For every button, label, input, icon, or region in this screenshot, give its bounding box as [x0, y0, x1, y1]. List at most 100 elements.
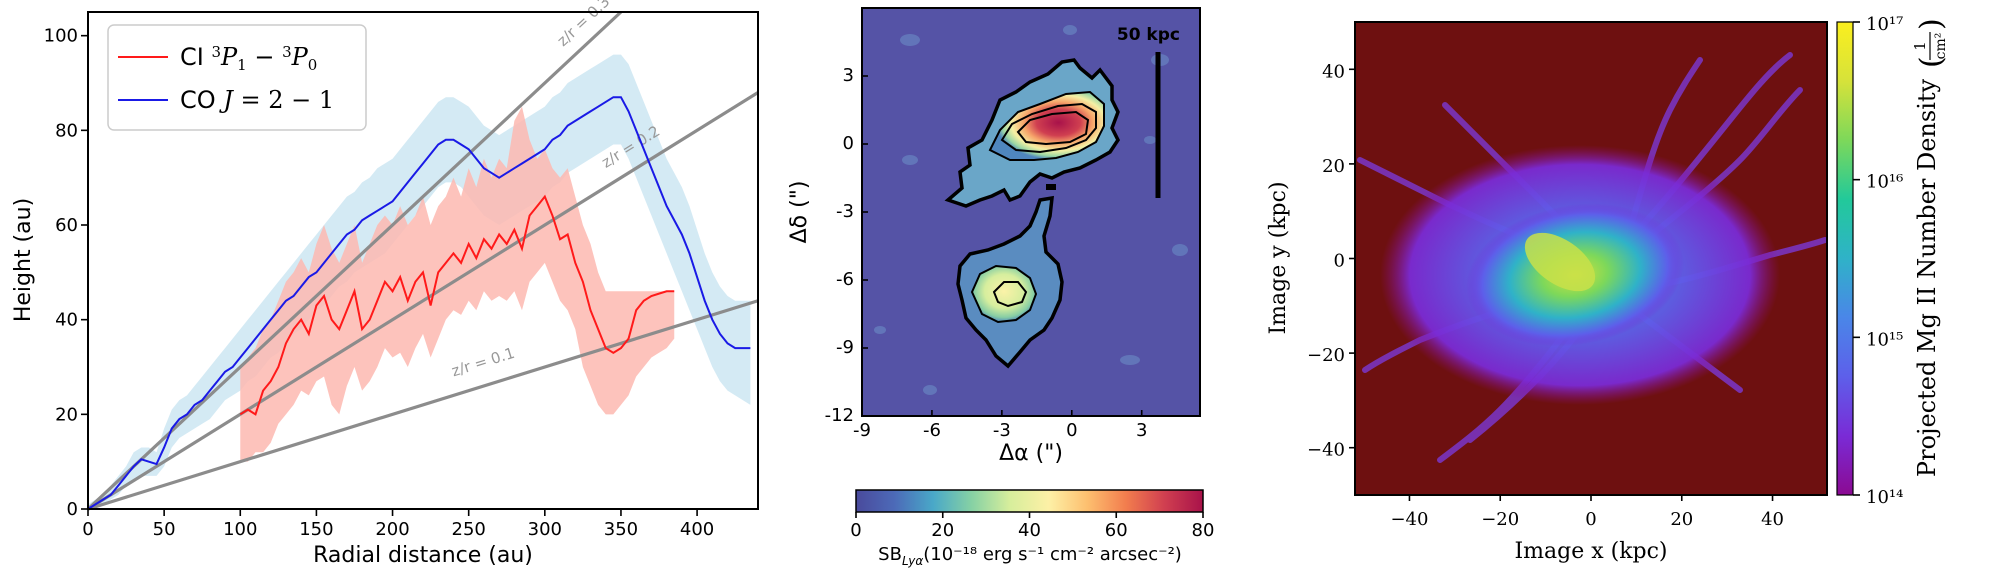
scale-bar-label: 50 kpc	[1117, 25, 1180, 45]
axis-ticks: -9 -6 -3 0 3-12-9-6-303	[825, 65, 1148, 441]
x-tick-label: −40	[1390, 509, 1428, 530]
panel-mgii-density: −40 −20 0 20 40 −40 −20 0 20 40 Image x (kpc) Ima…	[1266, 14, 1949, 564]
density-image	[1355, 22, 1827, 495]
x-tick-label: −20	[1481, 509, 1519, 530]
colorbar-label-units: (10⁻¹⁸ erg s⁻¹ cm⁻² arcsec⁻²)	[923, 544, 1182, 565]
y-tick-label: 20	[1322, 156, 1345, 177]
ref-line-2	[87, 91, 759, 511]
y-tick-label: −40	[1307, 440, 1345, 461]
colorbar-unit-numerator: 1	[1911, 41, 1929, 51]
colorbar-tick-label: 60	[1105, 520, 1128, 541]
ref-line-1	[86, 10, 623, 511]
x-axis-label: Δα (")	[999, 441, 1063, 466]
legend: CI 3P1 − 3P0 CO J = 2 − 1	[107, 24, 367, 131]
legend-label-co: CO J = 2 − 1	[180, 86, 334, 114]
small-contour	[1046, 184, 1056, 190]
x-tick-label: 20	[1670, 509, 1693, 530]
y-tick-label: 80	[55, 120, 78, 141]
map-background	[862, 8, 1200, 416]
noise-blob	[874, 326, 886, 334]
series-lines	[87, 96, 751, 510]
noise-blob	[900, 34, 920, 46]
y-tick-label: 100	[44, 26, 78, 47]
series-line-ci	[239, 194, 675, 416]
legend-frame	[107, 24, 367, 131]
x-tick-label: 300	[528, 519, 562, 540]
noise-blob	[1172, 244, 1188, 256]
x-tick-label: 350	[604, 519, 638, 540]
colorbar-unit-paren-right: )	[1914, 18, 1949, 30]
panel-height-vs-radius: z/r = 0.3z/r = 0.2z/r = 0.1 0 50 100 150 200…	[11, 0, 759, 568]
y-tick-label: -9	[836, 337, 854, 358]
y-axis-label: Image y (kpc)	[1266, 181, 1291, 334]
y-tick-label: 3	[843, 65, 854, 86]
colorbar-label: Projected Mg II Number Density 1 cm² ( )	[1911, 18, 1949, 477]
y-tick-label: −20	[1307, 345, 1345, 366]
x-tick-label: 40	[1761, 509, 1784, 530]
x-tick-label: 100	[223, 519, 257, 540]
ref-line-label-3: z/r = 0.1	[449, 344, 516, 381]
upper-source-inner	[1000, 102, 1097, 154]
colorbar-label-sub: Lyα	[902, 554, 923, 568]
x-tick-label: 3	[1136, 420, 1147, 441]
y-tick-label: 40	[1322, 61, 1345, 82]
colorbar-label-text: Projected Mg II Number Density	[1913, 78, 1941, 477]
x-tick-label: 400	[680, 519, 714, 540]
colorbar	[855, 489, 1204, 513]
colorbar-tick-label: 10¹⁶	[1866, 172, 1903, 193]
ref-line-3	[87, 299, 759, 511]
colorbar-tick-label: 40	[1018, 520, 1041, 541]
series-line-co	[87, 96, 751, 510]
colorbar-label: SBLyα(10⁻¹⁸ erg s⁻¹ cm⁻² arcsec⁻²)	[878, 544, 1182, 568]
legend-label-ci: CI 3P1 − 3P0	[180, 43, 317, 74]
ref-line-label-1: z/r = 0.3	[554, 0, 614, 50]
colorbar-label-main: SB	[878, 544, 902, 565]
x-tick-label: 150	[299, 519, 333, 540]
x-tick-label: 0	[1066, 420, 1077, 441]
x-tick-label: -9	[853, 420, 871, 441]
colorbar-tick-label: 20	[931, 520, 954, 541]
colorbar-tick-label: 10¹⁴	[1866, 487, 1903, 508]
y-tick-label: -6	[836, 269, 854, 290]
x-axis-label: Radial distance (au)	[313, 543, 533, 568]
colorbar-ticks: 0 20 40 60 80	[850, 512, 1214, 541]
y-tick-label: -12	[825, 405, 854, 426]
noise-blob	[1120, 355, 1140, 365]
colorbar-tick-label: 80	[1192, 520, 1215, 541]
y-tick-label: 0	[1334, 251, 1345, 272]
x-tick-label: 50	[153, 519, 176, 540]
noise-blob	[923, 385, 937, 395]
x-tick-label: 0	[1585, 509, 1596, 530]
x-tick-label: 0	[82, 519, 93, 540]
lower-source-mid	[970, 264, 1038, 324]
colorbar-tick-label: 10¹⁵	[1866, 329, 1903, 350]
y-axis-label: Δδ (")	[787, 181, 812, 244]
y-tick-label: 20	[55, 404, 78, 425]
gas-bright-spot	[1524, 232, 1596, 292]
colorbar-tick-label: 10¹⁷	[1866, 14, 1903, 35]
noise-blob	[902, 155, 918, 165]
axis-ticks: −40 −20 0 20 40 −40 −20 0 20 40	[1307, 61, 1784, 530]
y-tick-label: 40	[55, 310, 78, 331]
axis-ticks: 0 50 100 150 200 250 300 350 400 0 20 40 60 80 100	[44, 26, 715, 540]
y-tick-label: 60	[55, 215, 78, 236]
colorbar-tick-label: 0	[850, 520, 861, 541]
x-tick-label: -3	[993, 420, 1011, 441]
y-tick-label: 0	[67, 499, 78, 520]
colorbar-unit-denominator: cm²	[1933, 33, 1949, 60]
x-axis-label: Image x (kpc)	[1514, 539, 1667, 564]
colorbar-unit-paren-left: (	[1914, 56, 1949, 68]
band-ci	[240, 106, 675, 462]
upper-source-core	[1016, 110, 1090, 146]
y-tick-label: -3	[836, 201, 854, 222]
upper-source-mid	[988, 90, 1105, 161]
x-tick-label: 250	[452, 519, 486, 540]
x-tick-label: -6	[923, 420, 941, 441]
x-tick-label: 200	[375, 519, 409, 540]
plot-frame	[87, 11, 759, 510]
y-tick-label: 0	[843, 133, 854, 154]
lower-source-core	[992, 281, 1028, 308]
y-axis-label: Height (au)	[11, 198, 36, 322]
map-image	[862, 8, 1200, 416]
